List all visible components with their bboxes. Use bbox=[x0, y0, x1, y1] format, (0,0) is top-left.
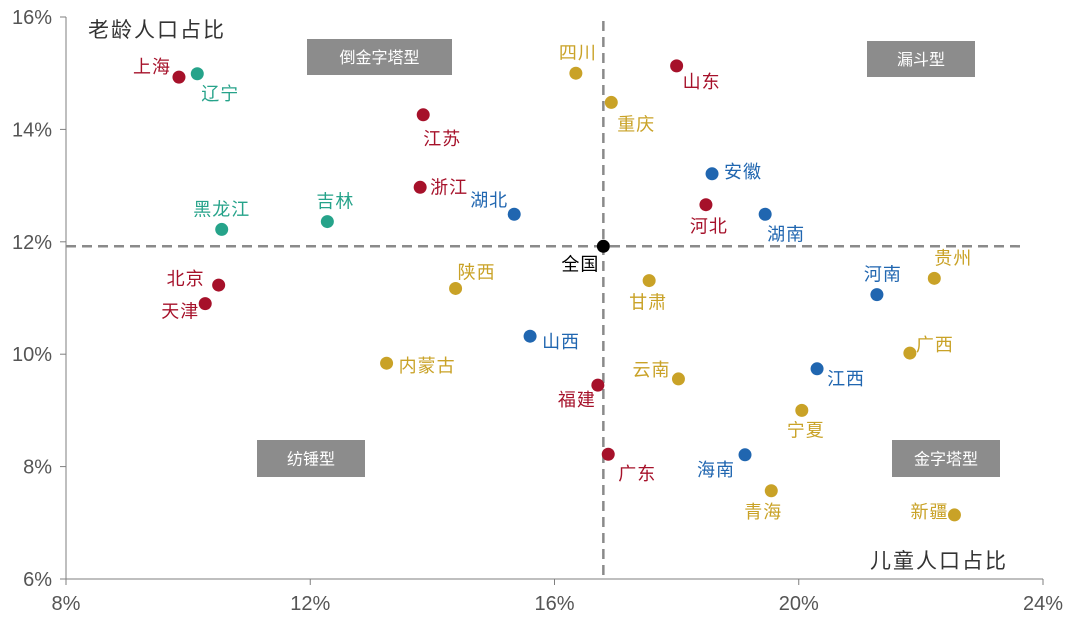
point-山西 bbox=[523, 329, 537, 343]
point-label: 全国 bbox=[561, 254, 599, 275]
point-福建 bbox=[591, 378, 605, 392]
point-新疆 bbox=[947, 508, 961, 522]
point-浙江 bbox=[413, 180, 427, 194]
point-贵州 bbox=[927, 271, 941, 285]
point-宁夏 bbox=[795, 403, 809, 417]
y-tick-label: 12% bbox=[12, 232, 52, 254]
point-label: 海南 bbox=[697, 460, 735, 481]
point-label: 甘肃 bbox=[629, 293, 667, 314]
point-河北 bbox=[699, 198, 713, 212]
point-天津 bbox=[198, 297, 212, 311]
point-label: 广东 bbox=[618, 464, 656, 485]
point-label: 吉林 bbox=[316, 192, 354, 213]
axes: 8% 12% 16% 20% 24%6%8%10%12%14%16% bbox=[12, 7, 1063, 615]
point-青海 bbox=[764, 484, 778, 498]
point-label: 山东 bbox=[683, 72, 721, 93]
point-湖南 bbox=[758, 207, 772, 221]
point-label: 湖北 bbox=[470, 190, 508, 211]
point-江苏 bbox=[416, 108, 430, 122]
point-label: 江苏 bbox=[423, 129, 461, 150]
x-tick-label: 20% bbox=[779, 593, 819, 615]
point-辽宁 bbox=[190, 67, 204, 81]
point-甘肃 bbox=[642, 274, 656, 288]
quadrant-label: 金字塔型 bbox=[914, 450, 978, 469]
point-label: 安徽 bbox=[724, 162, 762, 183]
point-安徽 bbox=[705, 167, 719, 181]
quadrant-box bbox=[867, 41, 975, 77]
point-label: 陕西 bbox=[458, 262, 496, 283]
point-label: 湖南 bbox=[767, 224, 805, 245]
quadrant-box bbox=[257, 440, 365, 477]
point-河南 bbox=[870, 288, 884, 302]
point-label: 浙江 bbox=[430, 177, 468, 198]
quadrant-label: 倒金字塔型 bbox=[339, 48, 419, 67]
quadrant-label: 纺锤型 bbox=[287, 450, 335, 469]
point-label: 青海 bbox=[744, 502, 782, 523]
point-label: 内蒙古 bbox=[399, 356, 456, 377]
point-黑龙江 bbox=[215, 222, 229, 236]
point-江西 bbox=[810, 362, 824, 376]
y-tick-label: 14% bbox=[12, 119, 52, 141]
point-label: 北京 bbox=[167, 269, 205, 290]
point-内蒙古 bbox=[380, 356, 394, 370]
point-label: 江西 bbox=[827, 369, 865, 390]
y-tick-label: 6% bbox=[23, 569, 52, 591]
x-axis-title: 儿童人口占比 bbox=[870, 549, 1008, 573]
point-label: 贵州 bbox=[934, 248, 972, 269]
y-tick-label: 10% bbox=[12, 344, 52, 366]
point-陕西 bbox=[449, 281, 463, 295]
point-广西 bbox=[903, 346, 917, 360]
point-label: 黑龙江 bbox=[193, 199, 250, 220]
y-tick-label: 16% bbox=[12, 7, 52, 29]
point-重庆 bbox=[604, 95, 618, 109]
x-tick-label: 24% bbox=[1023, 593, 1063, 615]
point-label: 上海 bbox=[133, 57, 171, 78]
point-label: 新疆 bbox=[910, 502, 948, 523]
point-label: 山西 bbox=[542, 332, 580, 353]
point-label: 宁夏 bbox=[787, 420, 825, 441]
point-北京 bbox=[212, 278, 226, 292]
point-label: 重庆 bbox=[617, 114, 655, 135]
reference-lines bbox=[66, 21, 1021, 579]
point-label: 云南 bbox=[632, 360, 670, 381]
x-tick-label: 16% bbox=[534, 593, 574, 615]
point-全国 bbox=[596, 239, 610, 253]
point-广东 bbox=[601, 447, 615, 461]
x-tick-label: 12% bbox=[290, 593, 330, 615]
quadrant-box bbox=[307, 39, 452, 75]
y-axis-title: 老龄人口占比 bbox=[88, 18, 226, 42]
point-海南 bbox=[738, 448, 752, 462]
point-四川 bbox=[569, 66, 583, 80]
point-上海 bbox=[172, 70, 186, 84]
point-湖北 bbox=[507, 207, 521, 221]
x-tick-label: 8% bbox=[52, 593, 81, 615]
quadrant-box bbox=[892, 440, 1000, 477]
point-label: 四川 bbox=[559, 43, 597, 64]
point-云南 bbox=[671, 372, 685, 386]
y-tick-label: 8% bbox=[23, 457, 52, 479]
point-label: 辽宁 bbox=[201, 84, 239, 105]
point-吉林 bbox=[320, 215, 334, 229]
point-label: 广西 bbox=[916, 335, 954, 356]
point-山东 bbox=[670, 59, 684, 73]
point-label: 天津 bbox=[161, 302, 199, 323]
point-label: 河北 bbox=[690, 217, 728, 238]
quadrant-label: 漏斗型 bbox=[897, 50, 945, 69]
point-label: 河南 bbox=[864, 265, 902, 286]
point-label: 福建 bbox=[558, 390, 596, 411]
